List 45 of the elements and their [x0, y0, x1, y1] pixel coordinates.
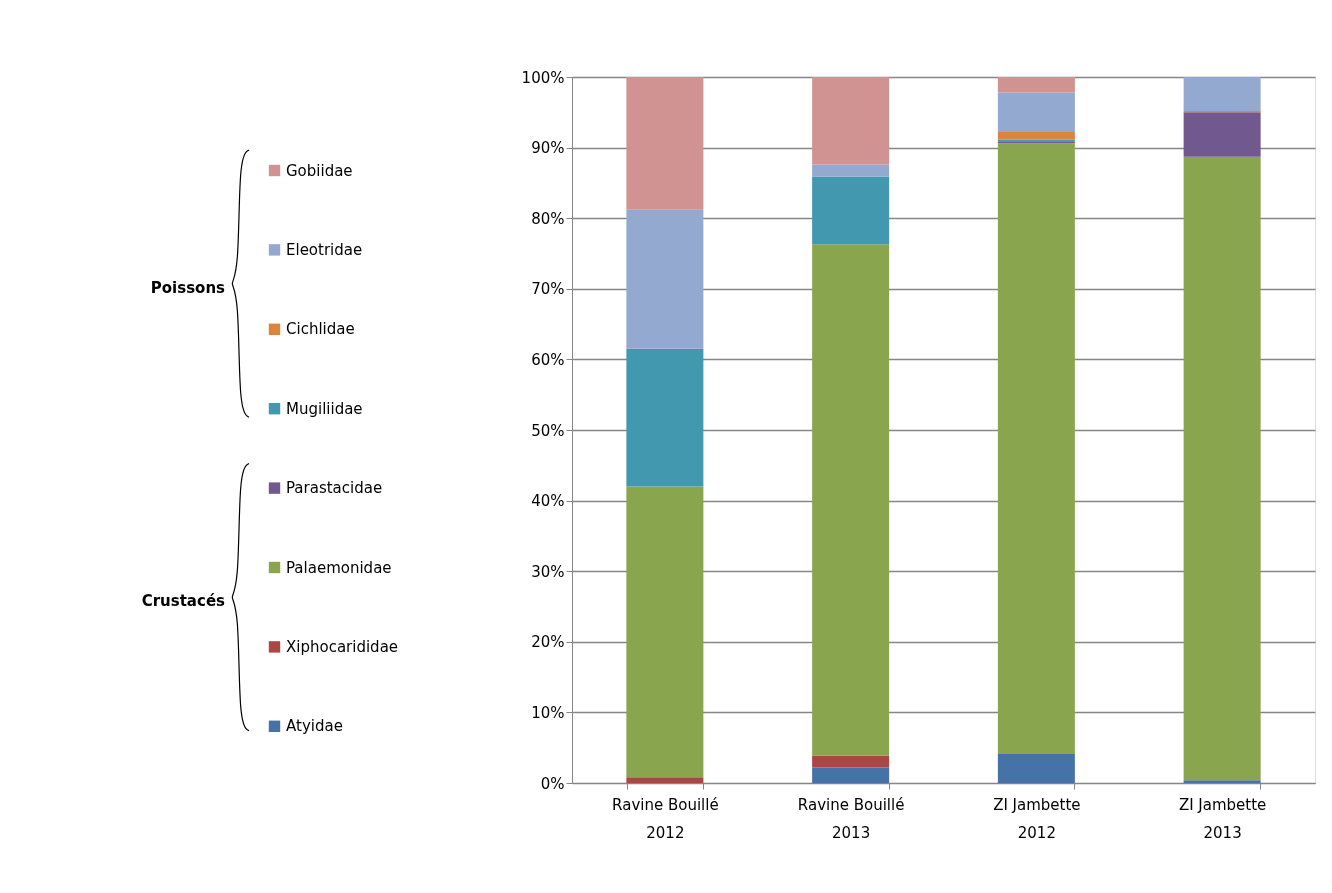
y-tick-label: 90%: [531, 139, 565, 158]
text: Poissons: [150, 278, 226, 297]
bar: [997, 754, 1075, 783]
bar: [626, 348, 704, 487]
y-tick-label: 20%: [531, 633, 565, 652]
y-tick-label: 50%: [531, 421, 565, 440]
y-tick-label: 10%: [531, 703, 565, 722]
bar: [997, 77, 1075, 93]
bar: [997, 143, 1075, 755]
bar: [626, 209, 704, 349]
bar: [1183, 77, 1261, 111]
bar: [812, 77, 890, 165]
bar: [1183, 156, 1261, 781]
bar: [626, 77, 704, 210]
bar: [812, 164, 890, 177]
x-tick-label: Ravine Bouillé 2012: [612, 795, 719, 842]
legend-label: Atyidae: [286, 717, 343, 736]
legend-label: Mugiliidae: [286, 399, 363, 418]
y-tick-label: 100%: [521, 68, 565, 87]
legend-label: Parastacidae: [286, 479, 383, 498]
legend-label: Eleotridae: [286, 240, 363, 259]
x-tick-label: ZI Jambette 2013: [1178, 795, 1267, 842]
bar: [1183, 112, 1261, 157]
legend-label: Gobiidae: [286, 161, 353, 180]
bar: [1183, 780, 1261, 783]
x-tick-label: ZI Jambette 2012: [993, 795, 1081, 842]
bar: [812, 244, 890, 756]
x-tick-label: Ravine Bouillé 2013: [797, 795, 905, 842]
y-tick-label: 80%: [531, 209, 565, 228]
bar: [626, 777, 704, 783]
y-tick-label: 0%: [540, 774, 565, 793]
bar: [997, 92, 1075, 133]
bar: [812, 767, 890, 783]
bar: [997, 132, 1075, 140]
text: Crustacés: [141, 592, 226, 611]
bar: [812, 755, 890, 768]
bar: [812, 176, 890, 245]
y-tick-label: 40%: [531, 492, 565, 511]
y-tick-label: 60%: [531, 350, 565, 369]
legend-label: Palaemonidae: [286, 558, 392, 577]
y-tick-label: 30%: [531, 562, 565, 581]
legend-label: Xiphocarididae: [286, 637, 399, 656]
legend-label: Cichlidae: [286, 320, 355, 339]
y-tick-label: 70%: [531, 280, 565, 299]
bar: [626, 486, 704, 778]
